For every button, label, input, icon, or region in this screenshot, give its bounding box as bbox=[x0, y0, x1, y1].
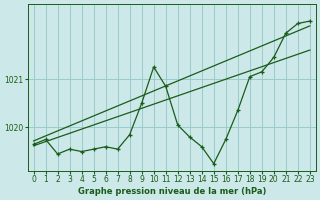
X-axis label: Graphe pression niveau de la mer (hPa): Graphe pression niveau de la mer (hPa) bbox=[77, 187, 266, 196]
